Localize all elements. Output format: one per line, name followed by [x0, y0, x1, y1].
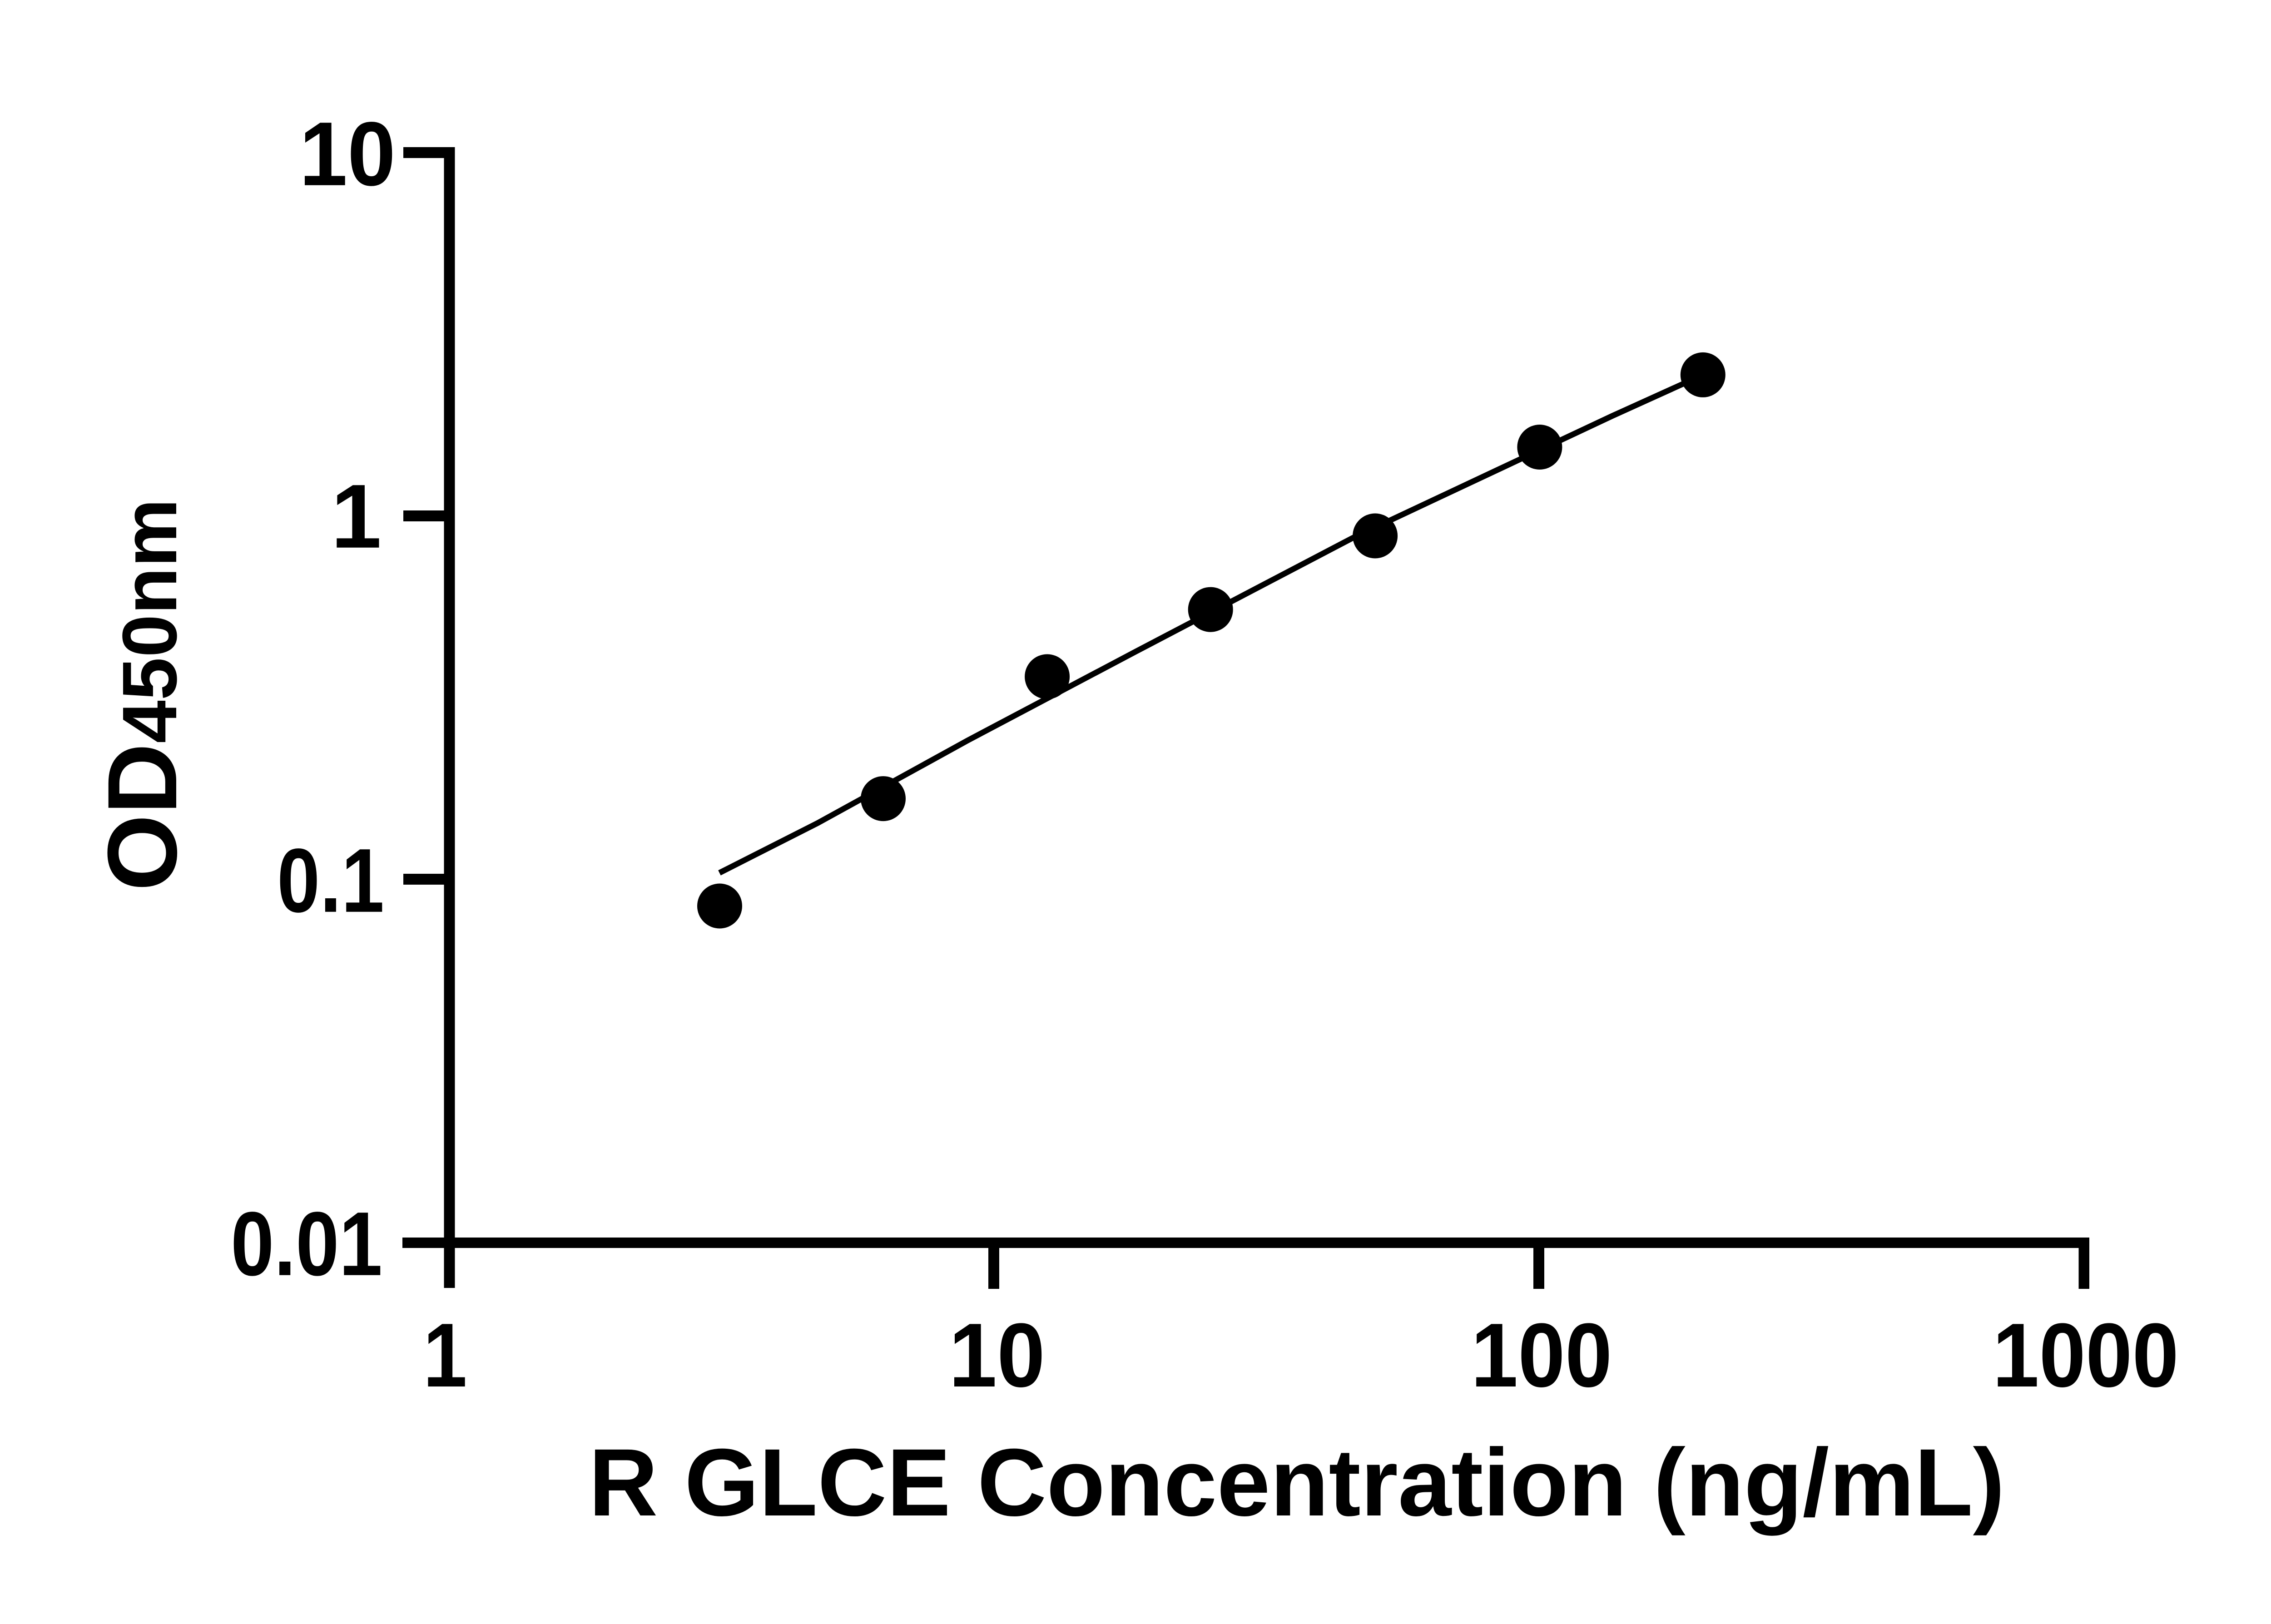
- svg-text:100: 100: [1471, 1305, 1612, 1406]
- svg-text:R GLCE Concentration (ng/mL): R GLCE Concentration (ng/mL): [589, 1429, 2005, 1536]
- svg-text:1000: 1000: [1993, 1305, 2179, 1406]
- svg-text:OD450nm: OD450nm: [87, 499, 197, 891]
- svg-text:1: 1: [331, 466, 382, 567]
- svg-text:10: 10: [949, 1305, 1045, 1406]
- svg-text:10: 10: [299, 104, 396, 205]
- svg-text:1: 1: [423, 1305, 467, 1406]
- svg-text:0.01: 0.01: [231, 1193, 382, 1295]
- svg-text:0.1: 0.1: [277, 830, 384, 931]
